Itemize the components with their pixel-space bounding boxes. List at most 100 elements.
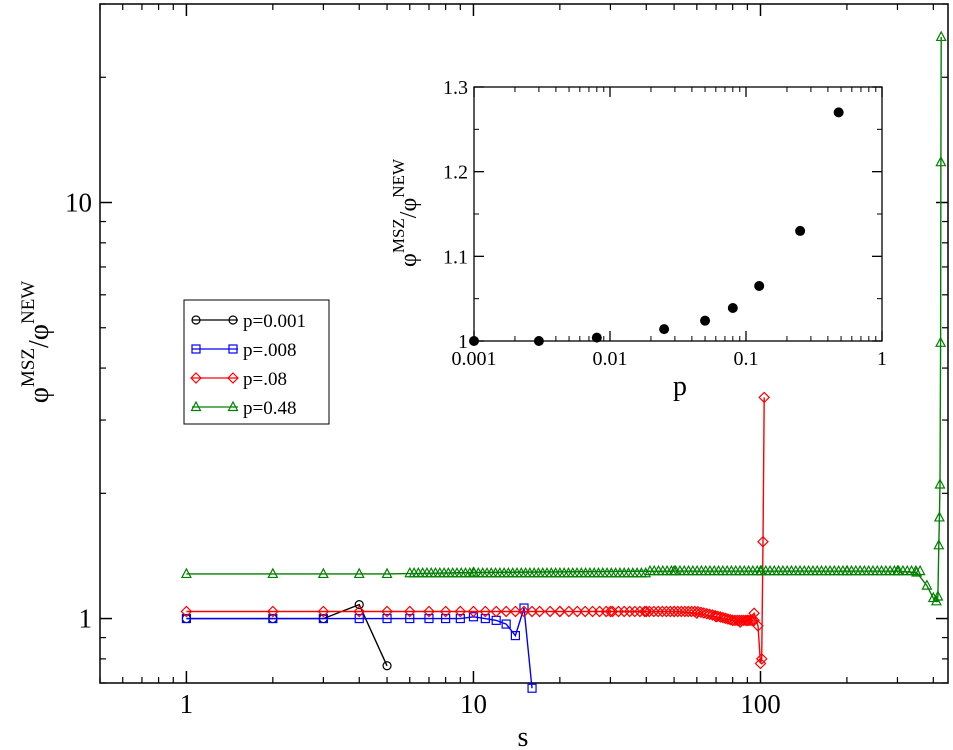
data-point-p=0.48 xyxy=(934,478,946,489)
svg-text:φMSZ/φNEW: φMSZ/φNEW xyxy=(18,281,55,404)
data-point-p=0.48 xyxy=(932,590,944,601)
data-point-p=.08 xyxy=(682,605,695,618)
data-point-p=.08 xyxy=(618,605,631,618)
legend-marker-p=.08 xyxy=(190,372,202,384)
legend-marker-p=.008 xyxy=(191,344,201,354)
data-point-p=.008 xyxy=(318,613,328,624)
data-point-p=0.48 xyxy=(930,595,942,606)
y-label-sup-new: NEW xyxy=(18,281,39,324)
data-point-p=.08 xyxy=(656,605,669,618)
y-label-phi-2: φ xyxy=(24,324,55,340)
data-point-p=.08 xyxy=(439,605,452,618)
inset-data-point xyxy=(754,280,765,291)
data-point-p=.08 xyxy=(423,605,435,618)
data-point-p=.08 xyxy=(571,605,584,618)
y-tick-label: 10 xyxy=(65,188,92,218)
legend-marker-p=0.001 xyxy=(228,315,238,325)
data-point-p=.08 xyxy=(353,605,366,618)
data-point-p=0.48 xyxy=(914,564,926,576)
data-point-p=.08 xyxy=(604,605,617,618)
data-point-p=.08 xyxy=(623,605,636,618)
data-point-p=0.48 xyxy=(921,579,933,590)
data-point-p=0.48 xyxy=(267,567,279,579)
inset-plot-area: 0.001 0.01 0.1 1 1 1.1 1.2 1.3 xyxy=(443,77,887,370)
legend-marker-p=0.001 xyxy=(191,315,201,325)
data-point-p=.008 xyxy=(354,613,364,624)
inset-x-axis-label: p xyxy=(673,371,687,402)
data-point-p=.008 xyxy=(424,613,434,624)
data-point-p=.08 xyxy=(685,605,698,618)
data-point-p=0.48 xyxy=(935,336,947,347)
x-tick-label: 1 xyxy=(180,689,194,719)
data-point-p=.08 xyxy=(652,605,665,618)
data-point-p=.08 xyxy=(629,605,641,618)
inset-y-label-phi-1: φ xyxy=(396,253,422,267)
data-point-p=.08 xyxy=(490,605,503,618)
inset-y-label-slash: / xyxy=(396,211,422,218)
inset-data-point xyxy=(727,302,738,313)
data-point-p=.08 xyxy=(533,605,546,618)
x-tick-label: 100 xyxy=(740,689,781,719)
inset-data-point xyxy=(833,107,844,118)
data-point-p=.08 xyxy=(748,607,760,620)
inset-data-point xyxy=(591,332,602,343)
legend-label: p=.008 xyxy=(243,340,296,361)
data-point-p=.08 xyxy=(612,605,625,618)
data-point-p=.08 xyxy=(403,605,416,618)
main-plot-frame xyxy=(99,3,949,684)
data-point-p=.08 xyxy=(381,605,393,618)
inset-data-point xyxy=(795,225,806,236)
data-point-p=.08 xyxy=(509,605,522,618)
legend-marker-p=0.48 xyxy=(190,400,202,412)
data-point-p=.08 xyxy=(744,614,756,627)
data-point-p=.08 xyxy=(518,605,530,618)
data-point-p=0.48 xyxy=(933,511,945,522)
legend-box xyxy=(183,299,330,425)
data-point-p=.008 xyxy=(268,613,278,624)
inset-y-tick-label: 1.3 xyxy=(443,77,468,99)
svg-text:φMSZ/φNEW: φMSZ/φNEW xyxy=(389,158,422,267)
inset-y-axis-label: φMSZ/φNEW xyxy=(389,158,422,267)
legend-marker-p=.08 xyxy=(227,372,239,384)
data-point-p=.08 xyxy=(526,605,538,618)
data-point-p=0.48 xyxy=(317,567,329,579)
data-point-p=.08 xyxy=(180,605,193,618)
series-line-p=.008 xyxy=(186,607,533,689)
inset-data-point xyxy=(533,336,544,346)
data-point-p=.08 xyxy=(638,605,651,618)
inset-y-tick-label: 1.2 xyxy=(443,162,468,184)
inset-y-label-phi-2: φ xyxy=(396,198,422,212)
inset-data-point xyxy=(659,324,670,335)
data-point-p=.008 xyxy=(405,613,415,624)
data-point-p=.008 xyxy=(501,619,511,629)
data-point-p=.08 xyxy=(554,605,566,618)
y-tick-label: 1 xyxy=(79,604,93,634)
legend-label: p=0.48 xyxy=(243,398,296,419)
data-point-p=.08 xyxy=(757,535,769,548)
inset-x-tick-label: 0.01 xyxy=(593,348,628,370)
data-point-p=0.48 xyxy=(353,567,365,579)
data-point-p=.08 xyxy=(746,614,758,627)
y-label-sup-msz: MSZ xyxy=(18,348,39,387)
inset-y-tick-label: 1 xyxy=(458,331,468,353)
data-point-p=.08 xyxy=(266,605,279,618)
data-point-p=.08 xyxy=(500,605,513,618)
data-point-p=.08 xyxy=(544,605,556,618)
data-point-p=.008 xyxy=(480,613,490,624)
inset-x-tick-label: 0.001 xyxy=(452,348,497,370)
y-label-phi-1: φ xyxy=(24,387,55,403)
x-axis-label: s xyxy=(518,722,529,750)
data-point-p=.08 xyxy=(758,391,771,404)
data-point-p=.008 xyxy=(441,613,451,624)
series-line-p=.08 xyxy=(186,397,765,664)
main-plot-area: 1 10 100 1 10 xyxy=(65,3,948,719)
legend-label: p=0.001 xyxy=(243,311,306,332)
data-point-p=0.48 xyxy=(381,567,393,579)
legend-label: p=.08 xyxy=(243,369,287,390)
data-point-p=0.48 xyxy=(640,566,652,578)
data-point-p=.008 xyxy=(181,613,192,624)
data-point-p=.08 xyxy=(755,653,768,665)
data-point-p=.08 xyxy=(660,605,673,618)
inset-background xyxy=(474,87,882,341)
